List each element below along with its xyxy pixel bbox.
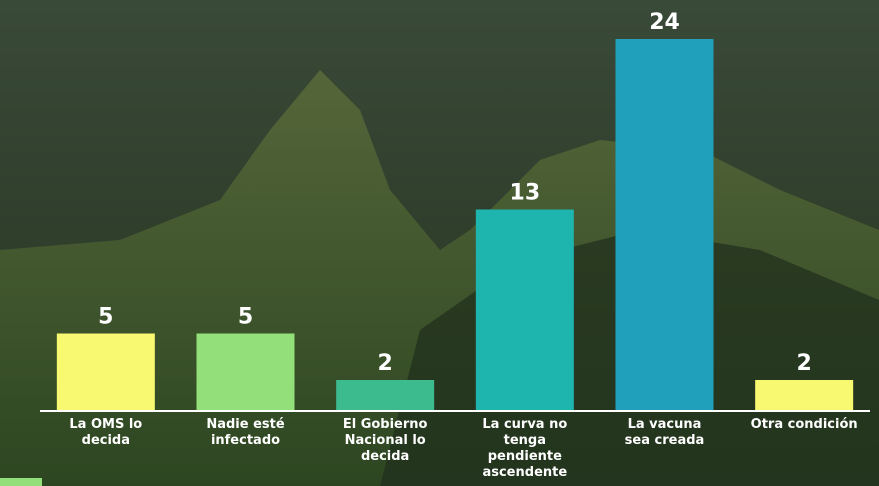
bar — [336, 380, 434, 411]
value-label: 24 — [649, 10, 680, 35]
value-label: 2 — [797, 351, 812, 376]
bar — [616, 39, 714, 411]
bar — [755, 380, 853, 411]
bar — [476, 210, 574, 412]
category-label: La curva no tenga pendiente ascendente — [470, 417, 580, 481]
category-label: El Gobierno Nacional lo decida — [330, 417, 440, 465]
value-label: 2 — [378, 351, 393, 376]
bar — [197, 334, 295, 412]
bar — [57, 334, 155, 412]
chart: 5 5 2 13 24 2 — [0, 0, 879, 486]
value-label: 5 — [238, 305, 253, 330]
slide: 5 5 2 13 24 2 La OMS lo decida Nadie esté infe… — [0, 0, 879, 486]
category-label: Otra condición — [749, 417, 859, 433]
category-label: La vacuna sea creada — [625, 417, 705, 449]
value-label: 13 — [510, 181, 541, 206]
value-label: 5 — [98, 305, 113, 330]
category-label: La OMS lo decida — [51, 417, 161, 449]
category-label: Nadie esté infectado — [206, 417, 286, 449]
